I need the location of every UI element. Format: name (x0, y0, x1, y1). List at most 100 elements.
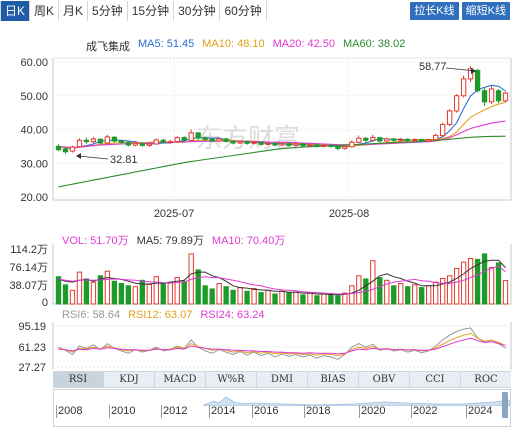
candle (83, 137, 90, 144)
low-price-label: 32.81 (110, 154, 138, 166)
year-2008: 2008 (58, 405, 83, 417)
volume-bar (446, 275, 453, 305)
tab-5min[interactable]: 5分钟 (88, 1, 128, 21)
volume-bar (69, 289, 76, 305)
candle (363, 136, 369, 143)
rsi6-line (58, 327, 506, 360)
price-y-tick: 50.00 (20, 91, 48, 103)
year-2022: 2022 (413, 405, 438, 417)
candle (69, 145, 76, 153)
candle (356, 135, 362, 143)
tab-roc[interactable]: ROC (474, 374, 498, 385)
candle (377, 136, 383, 143)
volume-bar (237, 287, 243, 305)
year-2018: 2018 (306, 405, 331, 417)
candle (160, 138, 166, 144)
tab-obv[interactable]: OBV (359, 372, 410, 387)
tab-60min[interactable]: 60分钟 (220, 1, 267, 21)
candle (251, 140, 257, 145)
rsi-tick-bottom: 27.27 (18, 362, 46, 372)
volume-bar (426, 285, 432, 305)
tab-cci[interactable]: CCI (410, 372, 461, 387)
volume-bar (111, 280, 118, 305)
volume-bar (223, 286, 229, 305)
timeline-navigator[interactable]: 2008 2010 2012 2014 2016 2018 2020 2022 … (53, 389, 511, 427)
volume-bar (474, 258, 481, 305)
candle (405, 138, 411, 142)
tab-macd[interactable]: MACD (155, 372, 206, 387)
volume-bar (209, 288, 215, 305)
lengthen-kline-button[interactable]: 拉长K线 (410, 2, 459, 20)
period-toolbar: 日K 周K 月K 5分钟 15分钟 30分钟 60分钟 拉长K线 缩短K线 (0, 0, 514, 22)
candle (244, 140, 250, 145)
tab-kdj[interactable]: KDJ (104, 372, 155, 387)
tab-daily-k[interactable]: 日K (0, 1, 31, 21)
volume-ma10-line (58, 265, 506, 295)
timeline-range-handle[interactable] (502, 392, 508, 418)
candle (258, 141, 264, 146)
candle (76, 138, 83, 148)
volume-bar (272, 293, 278, 305)
volume-bar (90, 281, 97, 305)
rsi-chart[interactable]: 95.19 61.23 27.27 (0, 320, 514, 372)
candle (432, 133, 439, 141)
candle (439, 122, 446, 137)
tab-30min[interactable]: 30分钟 (174, 1, 221, 21)
candle (293, 143, 299, 147)
price-y-tick: 60.00 (20, 57, 48, 69)
volume-bar (398, 283, 404, 305)
low-annotation: 32.81 (76, 153, 138, 166)
volume-bar (488, 267, 495, 305)
candle (307, 143, 313, 147)
volume-bar (76, 271, 83, 305)
tab-rsi[interactable]: RSI (53, 372, 104, 387)
tab-bias[interactable]: BIAS (308, 372, 359, 387)
volume-bar (153, 276, 159, 305)
candle (55, 144, 62, 152)
volume-bar (125, 285, 132, 305)
volume-bar (495, 262, 502, 305)
candle (342, 145, 348, 150)
candle (370, 134, 376, 142)
candle (419, 138, 425, 143)
volume-chart[interactable]: 114.2万 76.14万 38.07万 0 (0, 244, 514, 306)
volume-bar (216, 283, 222, 305)
candle (272, 142, 278, 147)
tab-weekly-k[interactable]: 周K (30, 1, 60, 21)
ma60-legend: MA60: 38.02 (343, 38, 406, 50)
candle (104, 134, 111, 144)
volume-bar (265, 289, 271, 305)
candle (321, 144, 327, 148)
candle (181, 136, 187, 142)
tab-15min[interactable]: 15分钟 (128, 1, 175, 21)
main-legend: 成飞集成 MA5: 51.45 MA10: 48.10 MA20: 42.50 … (86, 38, 405, 54)
tab-wr[interactable]: W%R (206, 372, 257, 387)
volume-bar (167, 282, 173, 305)
candle (426, 138, 432, 142)
volume-bar (195, 269, 201, 305)
candle (97, 138, 104, 145)
candle (223, 137, 229, 143)
price-y-tick: 30.00 (20, 158, 48, 170)
vol-tick-2: 76.14万 (9, 262, 48, 274)
candle (202, 136, 208, 141)
rsi-tick-top: 95.19 (18, 321, 46, 333)
vol-ma10-legend: MA10: 70.40万 (211, 235, 286, 247)
candle (118, 139, 125, 145)
high-price-label: 58.77 (419, 61, 447, 73)
candle (139, 142, 145, 147)
vol-ma5-legend: MA5: 79.89万 (136, 235, 204, 247)
candle (328, 144, 334, 148)
volume-bar (202, 285, 208, 305)
candle (495, 89, 502, 104)
tab-dmi[interactable]: DMI (257, 372, 308, 387)
volume-bar (314, 295, 320, 305)
rsi12-legend: RSI12: 63.07 (128, 309, 193, 321)
tab-monthly-k[interactable]: 月K (59, 1, 89, 21)
candle (216, 137, 222, 143)
volume-bar (118, 283, 125, 305)
volume-legend: VOL: 51.70万 MA5: 79.89万 MA10: 70.40万 (62, 232, 285, 248)
candle (391, 137, 397, 142)
shorten-kline-button[interactable]: 缩短K线 (461, 2, 510, 20)
